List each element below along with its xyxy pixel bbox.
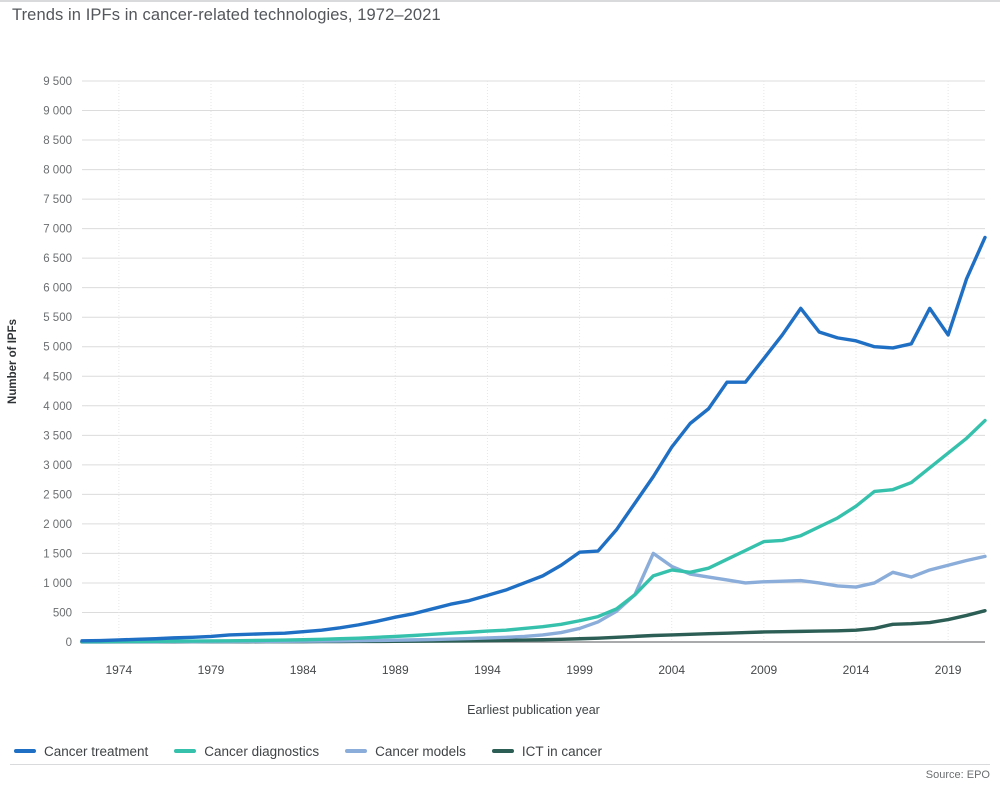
legend-color-swatch (14, 749, 36, 753)
legend-item-label: Cancer treatment (44, 743, 149, 759)
x-axis-tick-label: 1994 (474, 663, 501, 677)
x-axis-tick-label: 2019 (935, 663, 962, 677)
legend-item[interactable]: ICT in cancer (491, 743, 602, 759)
y-axis-tick-label: 500 (53, 607, 72, 619)
y-axis-tick-label: 4 500 (43, 371, 72, 383)
y-axis-tick-label: 6 000 (43, 283, 72, 295)
x-axis-tick-label: 1989 (382, 663, 409, 677)
y-axis-tick-label: 2 500 (43, 489, 72, 501)
x-axis-tick-label: 1984 (290, 663, 317, 677)
legend-item-label: Cancer diagnostics (204, 743, 320, 759)
legend-item-label: Cancer models (375, 743, 466, 759)
legend-item[interactable]: Cancer diagnostics (174, 744, 319, 759)
legend-color-swatch (174, 749, 197, 753)
x-axis-tick-label: 2004 (658, 663, 685, 677)
series-line (80, 418, 987, 644)
chart-legend: Cancer treatment Cancer diagnostics Cancer… (14, 742, 602, 760)
legend-color-swatch (491, 749, 514, 753)
legend-divider (10, 764, 990, 765)
x-axis-tick-label: 2014 (843, 663, 870, 677)
y-axis-tick-label: 4 000 (43, 401, 72, 413)
y-axis-tick-label: 2 000 (43, 519, 72, 531)
x-axis-tick-label: 1999 (566, 663, 593, 677)
legend-item[interactable]: Cancer treatment (14, 744, 148, 759)
series-line (80, 235, 987, 643)
source-note: Source: EPO (925, 769, 990, 781)
legend-color-swatch (345, 749, 368, 753)
top-divider (0, 0, 1000, 2)
x-axis-tick-label: 1979 (198, 663, 225, 677)
y-axis-tick-label: 7 000 (43, 224, 72, 236)
y-axis-tick-label: 8 000 (43, 165, 72, 177)
y-axis-tick-label: 3 000 (43, 460, 72, 472)
page-title: Trends in IPFs in cancer-related technol… (12, 6, 441, 24)
legend-item[interactable]: Cancer models (345, 744, 466, 759)
y-axis-tick-label: 1 000 (43, 578, 72, 590)
y-axis-tick-label: 1 500 (43, 548, 72, 560)
y-axis-tick-label: 9 000 (43, 106, 72, 118)
y-axis-tick-label: 5 000 (43, 342, 72, 354)
x-axis-title: Earliest publication year (467, 703, 600, 717)
y-axis-tick-label: 9 500 (43, 76, 72, 88)
y-axis-tick-label: 6 500 (43, 253, 72, 265)
x-axis-tick-label: 2009 (751, 663, 778, 677)
y-axis-tick-label: 0 (66, 637, 72, 649)
y-axis-tick-label: 8 500 (43, 135, 72, 147)
x-axis-tick-label: 1974 (106, 663, 133, 677)
y-axis-tick-label: 7 500 (43, 194, 72, 206)
y-axis-title: Number of IPFs (7, 319, 19, 404)
line-chart-plot: 0 500 1 000 1 500 2 000 2 500 3 000 3 500 4 000 4… (7, 76, 987, 717)
y-axis-tick-label: 5 500 (43, 312, 72, 324)
y-axis-tick-label: 3 500 (43, 430, 72, 442)
legend-item-label: ICT in cancer (521, 743, 602, 759)
